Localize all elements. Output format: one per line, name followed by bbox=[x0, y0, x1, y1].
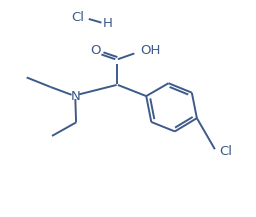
Text: O: O bbox=[90, 44, 100, 56]
Text: H: H bbox=[103, 17, 113, 30]
Text: N: N bbox=[70, 90, 80, 103]
Text: Cl: Cl bbox=[71, 11, 84, 24]
Text: OH: OH bbox=[140, 44, 161, 56]
Text: Cl: Cl bbox=[220, 145, 233, 158]
